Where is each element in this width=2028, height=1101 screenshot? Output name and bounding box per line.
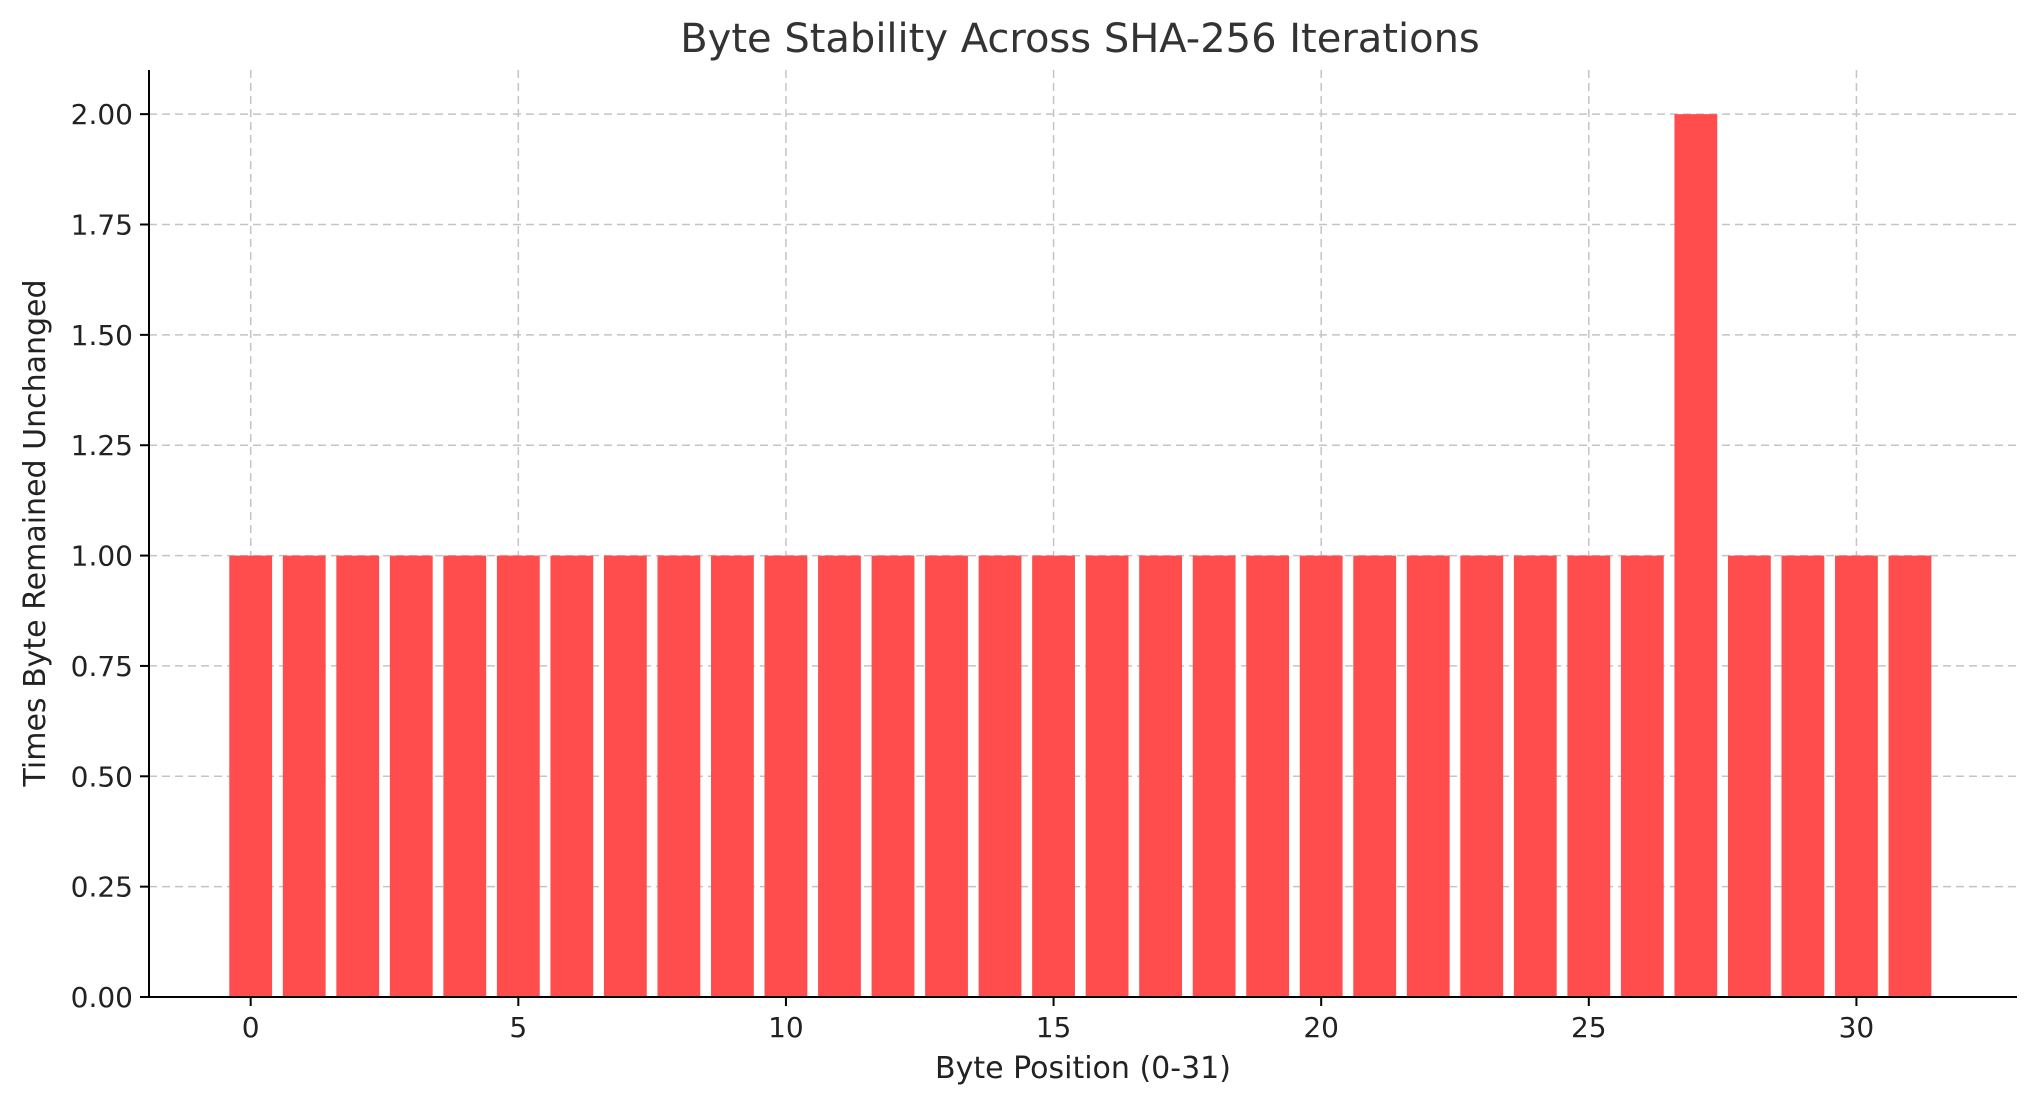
y-tick-label: 1.75 <box>71 209 133 242</box>
bar-27 <box>1674 114 1718 997</box>
y-tick-label: 1.00 <box>71 540 133 573</box>
bar-14 <box>978 555 1022 997</box>
bars <box>229 114 1932 997</box>
x-tick-label: 10 <box>768 1011 804 1044</box>
bar-6 <box>550 555 594 997</box>
bar-13 <box>925 555 968 997</box>
y-axis-label: Times Byte Remained Unchanged <box>18 279 53 787</box>
bar-12 <box>871 555 915 997</box>
bar-17 <box>1139 555 1183 997</box>
bar-9 <box>711 555 754 997</box>
bar-16 <box>1085 555 1129 997</box>
bar-29 <box>1781 555 1825 997</box>
y-tick-label: 0.75 <box>71 650 133 683</box>
bar-19 <box>1246 555 1290 997</box>
x-tick-label: 20 <box>1303 1011 1339 1044</box>
bar-26 <box>1620 555 1664 997</box>
y-tick-label: 0.00 <box>71 981 133 1014</box>
bar-8 <box>657 555 701 997</box>
bar-0 <box>229 555 273 997</box>
bar-22 <box>1406 555 1450 997</box>
x-axis-ticks: 0 5 10 15 20 25 30 <box>242 997 1874 1044</box>
bar-2 <box>336 555 380 997</box>
x-tick-label: 25 <box>1571 1011 1607 1044</box>
bar-30 <box>1835 555 1878 997</box>
bar-25 <box>1567 555 1611 997</box>
x-tick-label: 15 <box>1036 1011 1072 1044</box>
y-tick-label: 1.25 <box>71 429 133 462</box>
bar-20 <box>1299 555 1343 997</box>
bar-5 <box>496 555 540 997</box>
bar-15 <box>1032 555 1075 997</box>
bar-18 <box>1192 555 1236 997</box>
bar-10 <box>764 555 808 997</box>
y-tick-label: 1.50 <box>71 319 133 352</box>
bar-11 <box>818 555 861 997</box>
y-tick-label: 0.50 <box>71 760 133 793</box>
bar-23 <box>1460 555 1504 997</box>
bar-7 <box>603 555 647 997</box>
x-tick-label: 5 <box>509 1011 527 1044</box>
bar-28 <box>1727 555 1771 997</box>
chart-title: Byte Stability Across SHA-256 Iterations <box>680 16 1480 62</box>
bar-31 <box>1888 555 1932 997</box>
y-axis-ticks: 0.00 0.25 0.50 0.75 1.00 1.25 1.50 1.75 2.00 <box>71 98 149 1014</box>
x-axis-label: Byte Position (0-31) <box>935 1051 1231 1086</box>
bar-4 <box>443 555 487 997</box>
x-tick-label: 30 <box>1839 1011 1875 1044</box>
bar-1 <box>282 555 326 997</box>
bar-21 <box>1353 555 1397 997</box>
y-tick-label: 0.25 <box>71 871 133 904</box>
bar-3 <box>389 555 433 997</box>
bar-24 <box>1513 555 1557 997</box>
y-tick-label: 2.00 <box>71 98 133 131</box>
x-tick-label: 0 <box>242 1011 260 1044</box>
